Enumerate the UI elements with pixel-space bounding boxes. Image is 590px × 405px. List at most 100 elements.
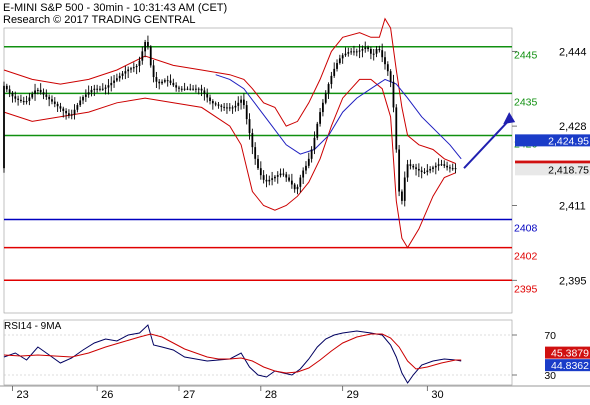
candle-body (378, 49, 381, 51)
candle-body (104, 87, 107, 89)
candle-body (367, 47, 369, 50)
candle-body (36, 89, 39, 91)
candle-body (409, 164, 412, 166)
level-label-2445: 2445 (514, 50, 538, 62)
candle-body (34, 90, 36, 94)
candle-body (358, 50, 361, 52)
candle-body (437, 164, 440, 166)
candle-body (355, 51, 358, 53)
candle-body (440, 164, 443, 166)
candle-body (265, 179, 268, 182)
candle-body (282, 173, 285, 175)
x-tick-label: 28 (265, 389, 277, 400)
candle-body (161, 81, 163, 84)
bollinger-lower-line (3, 78, 456, 249)
candle-body (147, 42, 149, 47)
candle-body (14, 96, 17, 99)
candle-body (101, 88, 104, 90)
candle-body (251, 133, 254, 148)
level-label-2408: 2408 (514, 223, 538, 235)
candle-body (141, 51, 144, 61)
candle-body (338, 58, 341, 64)
candle-body (68, 113, 70, 116)
candle-body (271, 178, 274, 180)
level-label-2402: 2402 (514, 251, 538, 263)
candle-body (220, 105, 223, 107)
candle-body (341, 55, 344, 59)
x-tick-label: 27 (183, 389, 195, 400)
price-box-blue (515, 134, 590, 147)
level-label-2395: 2395 (514, 283, 538, 295)
candle-body (395, 107, 398, 150)
candle-body (79, 100, 82, 106)
candle-body (401, 191, 403, 201)
rsi-value-box-label: 45.3879 (551, 348, 589, 360)
candle-body (451, 168, 454, 170)
candle-body (290, 180, 293, 185)
candle-body (138, 60, 141, 66)
candle-body (353, 51, 355, 53)
candle-body (316, 123, 319, 138)
candle-body (209, 97, 211, 102)
candle-body (454, 168, 457, 170)
y-tick-label: 2,428 (559, 121, 587, 133)
candle-body (175, 85, 178, 88)
chart-title: E-MINI S&P 500 - 30min - 10:31:43 AM (CE… (3, 2, 228, 14)
candle-body (48, 96, 51, 100)
candle-body (296, 186, 299, 190)
candle-body (124, 71, 127, 74)
candle-body (307, 158, 310, 166)
candle-body (319, 112, 321, 124)
candle-body (389, 71, 392, 82)
candle-body (110, 82, 113, 86)
candle-body (392, 81, 395, 108)
candle-body (59, 106, 62, 109)
candle-body (172, 82, 175, 86)
candle-body (336, 63, 338, 69)
candle-body (299, 177, 302, 187)
candle-body (254, 147, 257, 159)
y-tick-label: 2,395 (559, 275, 587, 287)
candle-body (163, 80, 166, 82)
candle-body (423, 172, 426, 174)
candle-body (449, 167, 451, 169)
candle-body (302, 170, 305, 178)
candle-body (364, 47, 367, 50)
candle-body (285, 174, 288, 178)
candle-body (324, 93, 327, 103)
candle-body (426, 170, 429, 173)
candle-body (197, 88, 200, 90)
candle-body (279, 173, 282, 176)
candle-body (73, 109, 76, 115)
candle-body (195, 88, 197, 90)
candle-body (429, 168, 432, 171)
candle-body (288, 177, 290, 181)
candle-body (203, 90, 206, 94)
candle-body (166, 80, 169, 82)
candle-body (313, 137, 316, 150)
candle-body (234, 105, 237, 108)
candle-body (237, 102, 240, 106)
x-tick-label: 30 (431, 389, 443, 400)
rsi-series-ma (3, 333, 462, 374)
candle-body (51, 99, 53, 102)
candle-body (53, 101, 56, 104)
candle-body (93, 88, 96, 90)
x-tick-label: 26 (101, 389, 113, 400)
candle-body (113, 80, 115, 83)
candle-body (8, 89, 11, 93)
candle-body (96, 88, 99, 90)
candle-body (375, 49, 378, 54)
candle-body (446, 165, 448, 168)
candle-body (115, 78, 118, 81)
candle-body (417, 168, 420, 171)
candle-body (223, 106, 226, 108)
candle-body (228, 107, 231, 109)
candle-body (189, 88, 192, 90)
candle-body (327, 84, 330, 94)
candle-body (90, 89, 93, 93)
candle-body (276, 175, 279, 177)
candle-body (217, 104, 220, 106)
candle-body (121, 73, 124, 76)
candle-body (333, 68, 336, 76)
